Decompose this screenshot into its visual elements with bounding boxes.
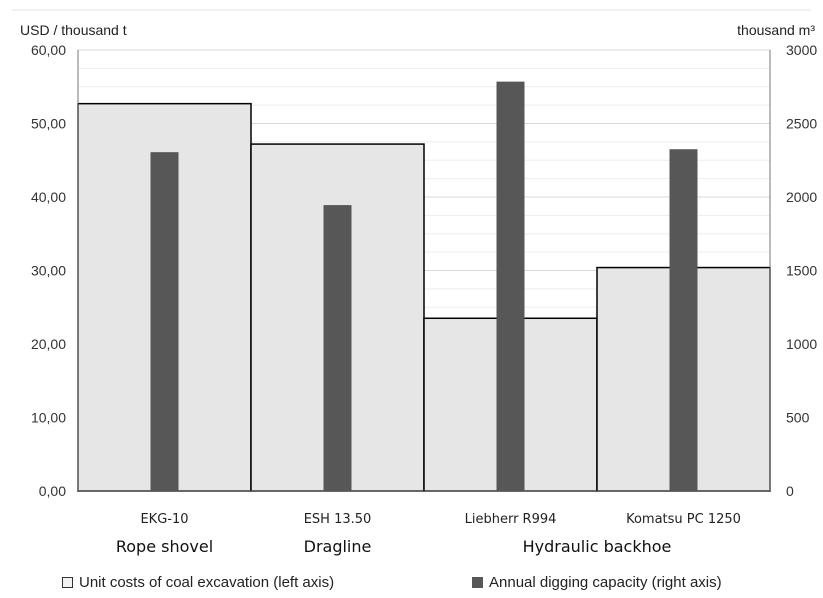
right-tick-label: 3000 bbox=[786, 42, 817, 58]
right-tick-label: 0 bbox=[786, 483, 794, 499]
legend-label-capacity: Annual digging capacity (right axis) bbox=[489, 574, 722, 591]
category-label: ESH 13.50 bbox=[304, 512, 372, 527]
category-label: Komatsu PC 1250 bbox=[626, 512, 741, 527]
right-tick-label: 1500 bbox=[786, 263, 817, 279]
bar-capacity-3 bbox=[669, 149, 698, 491]
bar-capacity-1 bbox=[323, 205, 352, 491]
legend-item-costs: Unit costs of coal excavation (left axis… bbox=[62, 574, 334, 591]
bar-capacity-0 bbox=[150, 152, 179, 492]
left-tick-label: 20,00 bbox=[31, 336, 66, 352]
category-label: EKG-10 bbox=[140, 512, 188, 527]
legend-item-capacity: Annual digging capacity (right axis) bbox=[472, 574, 722, 591]
legend-swatch-costs bbox=[62, 577, 73, 588]
right-tick-label: 500 bbox=[786, 410, 810, 426]
legend-swatch-capacity bbox=[472, 577, 483, 588]
bar-capacity-2 bbox=[496, 81, 525, 491]
group-label: Hydraulic backhoe bbox=[523, 537, 672, 556]
left-tick-label: 40,00 bbox=[31, 189, 66, 205]
legend-label-costs: Unit costs of coal excavation (left axis… bbox=[79, 574, 335, 591]
group-label: Rope shovel bbox=[116, 537, 213, 556]
right-tick-label: 1000 bbox=[786, 336, 817, 352]
category-label: Liebherr R994 bbox=[465, 512, 557, 527]
right-axis-label: thousand m³ bbox=[737, 22, 815, 38]
left-tick-label: 30,00 bbox=[31, 263, 66, 279]
left-tick-label: 0,00 bbox=[39, 483, 66, 499]
left-tick-label: 60,00 bbox=[31, 42, 66, 58]
left-tick-label: 50,00 bbox=[31, 116, 66, 132]
right-tick-label: 2000 bbox=[786, 189, 817, 205]
right-tick-label: 2500 bbox=[786, 116, 817, 132]
left-axis-label: USD / thousand t bbox=[20, 22, 127, 38]
group-label: Dragline bbox=[304, 537, 372, 556]
left-tick-label: 10,00 bbox=[31, 410, 66, 426]
